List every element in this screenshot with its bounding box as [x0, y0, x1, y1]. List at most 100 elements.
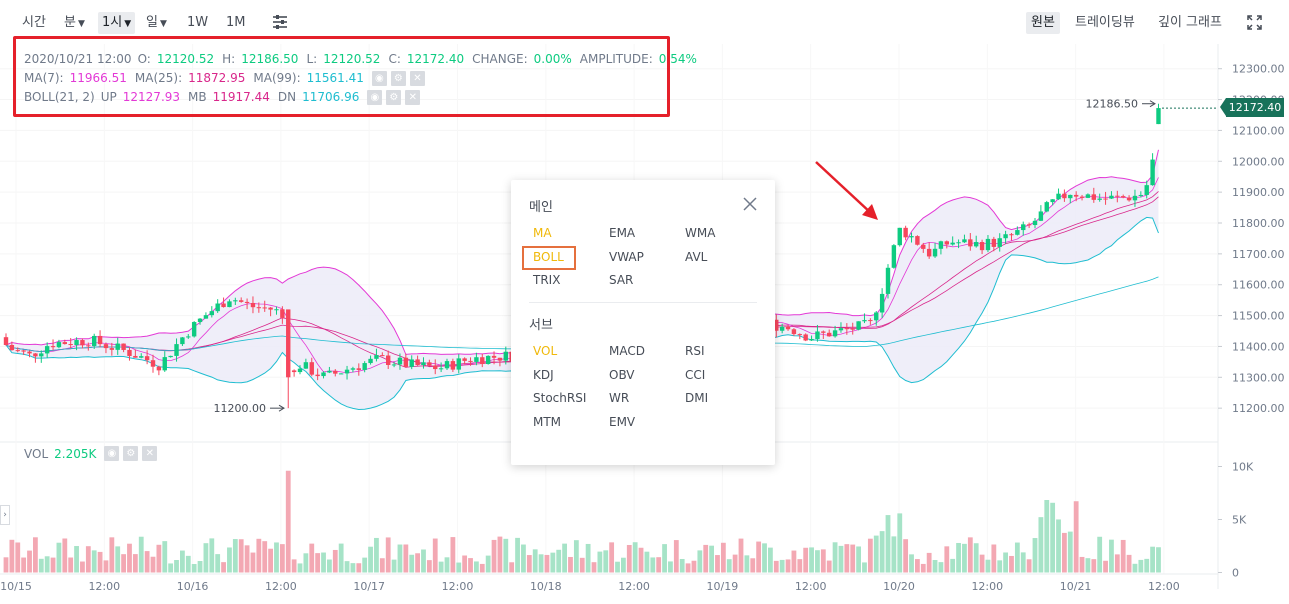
volume-bar [562, 543, 567, 573]
indicator-option-stochrsi[interactable]: StochRSI [533, 391, 587, 405]
volume-bar [1114, 554, 1120, 573]
volume-bar [262, 541, 268, 573]
settings-icon[interactable]: ⚙ [386, 90, 402, 105]
volume-bar [1109, 539, 1114, 573]
indicator-settings-icon[interactable] [271, 13, 289, 35]
hour-dropdown[interactable]: 1시 ▼ [98, 12, 136, 34]
volume-bar [862, 562, 867, 573]
volume-bar [444, 557, 450, 573]
close-icon[interactable]: ✕ [405, 90, 421, 105]
fullscreen-icon[interactable] [1247, 15, 1262, 37]
indicator-option-trix[interactable]: TRIX [533, 273, 561, 287]
candle-body [1032, 220, 1038, 226]
candle-body [997, 238, 1002, 247]
candle-body [209, 311, 214, 316]
candle-body [191, 322, 197, 337]
eye-icon[interactable]: ◉ [371, 71, 387, 86]
volume-bar [609, 542, 615, 573]
indicator-option-ema[interactable]: EMA [609, 226, 636, 240]
boll-band-fill [6, 149, 1159, 410]
month-button[interactable]: 1M [226, 15, 246, 30]
indicator-option-boll[interactable]: BOLL [533, 249, 564, 264]
original-view-tab[interactable]: 원본 [1026, 12, 1060, 34]
boll-row: BOLL(21, 2) UP 12127.93 MB 11917.44 DN 1170… [24, 88, 705, 107]
indicator-option-sar[interactable]: SAR [609, 273, 634, 287]
time-tick-label: 12:00 [442, 580, 474, 593]
volume-bar [21, 557, 27, 573]
indicator-option-wr[interactable]: WR [609, 391, 630, 405]
indicator-option-vwap[interactable]: VWAP [609, 249, 644, 264]
tradingview-tab[interactable]: 트레이딩뷰 [1075, 15, 1135, 30]
close-icon[interactable]: ✕ [409, 71, 425, 86]
candle-body [156, 366, 162, 371]
candle-body [268, 307, 273, 310]
volume-bar [656, 557, 662, 573]
eye-icon[interactable]: ◉ [367, 90, 383, 105]
indicator-option-kdj[interactable]: KDJ [533, 367, 554, 382]
candle-body [1103, 198, 1108, 200]
volume-bar [468, 558, 473, 573]
volume-bar [150, 556, 156, 573]
volume-bar [344, 561, 350, 573]
ma25-label: MA(25): [134, 71, 183, 85]
indicator-option-wma[interactable]: WMA [685, 226, 716, 240]
main-section-title: 메인 [529, 200, 553, 215]
volume-bar [321, 552, 326, 573]
candle-body [115, 343, 120, 350]
candle-body [868, 320, 873, 322]
depth-chart-tab[interactable]: 깊이 그래프 [1158, 15, 1222, 30]
volume-bar [920, 563, 926, 573]
volume-tick-label: 10K [1232, 461, 1254, 474]
indicator-popup: 메인 MA EMA WMA BOLL VWAP AVL TRIX SAR 서브 VOL MACD… [511, 180, 775, 465]
candle-body [21, 350, 26, 352]
candle-body [338, 373, 344, 375]
price-tick-label: 11700.00 [1232, 248, 1285, 261]
candle-body [1003, 234, 1008, 239]
volume-bar [1120, 539, 1126, 573]
indicator-option-rsi[interactable]: RSI [685, 344, 705, 358]
candle-body [962, 239, 967, 243]
candle-body [797, 334, 802, 336]
candle-body [1021, 224, 1026, 231]
candle-body [397, 357, 403, 365]
candle-body [485, 355, 491, 365]
candle-body [62, 342, 67, 345]
indicator-option-vol[interactable]: VOL [533, 344, 558, 358]
open-label: O: [137, 52, 151, 66]
candle-body [985, 238, 991, 251]
volume-bar [56, 542, 62, 573]
close-icon[interactable]: ✕ [142, 446, 158, 461]
volume-bar [315, 553, 321, 573]
day-dropdown[interactable]: 일 ▼ [146, 12, 167, 34]
candle-body [921, 244, 926, 249]
candle-body [233, 300, 238, 302]
volume-bar [426, 560, 432, 573]
boll-up-value: 12127.93 [122, 90, 181, 104]
settings-icon[interactable]: ⚙ [123, 446, 139, 461]
indicator-option-dmi[interactable]: DMI [685, 391, 709, 405]
candle-body [1138, 194, 1144, 196]
side-expand-tab[interactable]: › [0, 505, 10, 525]
candle-body [309, 362, 314, 375]
price-tick-label: 11900.00 [1232, 186, 1285, 199]
close-icon[interactable] [742, 196, 758, 212]
settings-icon[interactable]: ⚙ [390, 71, 406, 86]
minute-dropdown[interactable]: 분 ▼ [64, 12, 85, 34]
indicator-option-ma[interactable]: MA [533, 226, 552, 240]
indicator-option-obv[interactable]: OBV [609, 367, 635, 382]
volume-bar [985, 559, 991, 573]
indicator-option-mtm[interactable]: MTM [533, 414, 562, 429]
volume-bar [603, 550, 609, 573]
indicator-option-macd[interactable]: MACD [609, 344, 645, 358]
volume-bar [532, 549, 538, 573]
indicator-option-cci[interactable]: CCI [685, 367, 706, 382]
eye-icon[interactable]: ◉ [104, 446, 120, 461]
day-label: 일 [146, 15, 158, 30]
candle-body [56, 342, 62, 348]
candle-datetime: 2020/10/21 12:00 [24, 52, 132, 66]
week-button[interactable]: 1W [187, 15, 209, 30]
indicator-option-avl[interactable]: AVL [685, 249, 708, 264]
volume-bar [1009, 555, 1014, 573]
indicator-option-emv[interactable]: EMV [609, 414, 636, 429]
volume-bar [1067, 531, 1073, 573]
